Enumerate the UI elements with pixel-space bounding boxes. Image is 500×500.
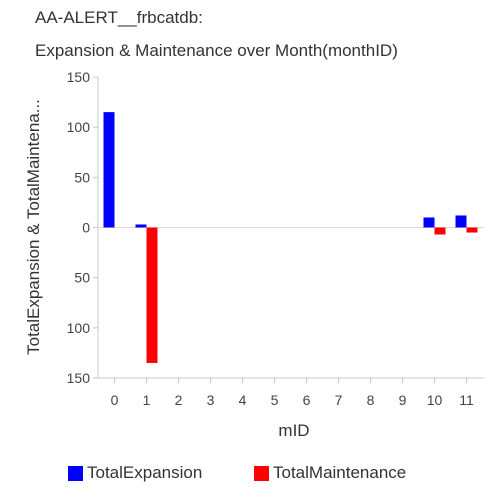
y-tick-label: 0 bbox=[82, 220, 90, 236]
bar-totalexpansion-0 bbox=[103, 112, 115, 228]
x-tick-label: 1 bbox=[143, 392, 151, 408]
x-tick-label: 2 bbox=[175, 392, 183, 408]
bar-totalmaintenance-1 bbox=[146, 227, 158, 363]
legend-label-expansion: TotalExpansion bbox=[87, 463, 203, 482]
x-tick-label: 7 bbox=[335, 392, 343, 408]
x-tick-label: 8 bbox=[367, 392, 375, 408]
x-tick-label: 0 bbox=[111, 392, 119, 408]
x-axis-title: mID bbox=[278, 421, 309, 440]
legend: TotalExpansion TotalMaintenance bbox=[0, 463, 500, 485]
y-tick-label: 150 bbox=[67, 69, 91, 85]
x-tick-label: 3 bbox=[207, 392, 215, 408]
legend-item-maintenance[interactable]: TotalMaintenance bbox=[254, 463, 406, 483]
legend-item-expansion[interactable]: TotalExpansion bbox=[68, 463, 202, 483]
chart-title-line-1: AA-ALERT__frbcatdb: bbox=[35, 8, 203, 27]
bar-totalexpansion-1 bbox=[135, 224, 147, 228]
x-tick-label: 6 bbox=[303, 392, 311, 408]
bar-totalexpansion-10 bbox=[423, 217, 435, 228]
legend-swatch-expansion bbox=[68, 465, 83, 481]
x-tick-label: 5 bbox=[271, 392, 279, 408]
bar-totalexpansion-11 bbox=[455, 215, 467, 228]
y-axis-title: TotalExpansion & TotalMaintena... bbox=[24, 99, 43, 355]
y-tick-label: 100 bbox=[67, 119, 91, 135]
y-tick-label: 50 bbox=[74, 169, 90, 185]
bar-totalmaintenance-10 bbox=[434, 227, 446, 235]
chart-title-line-2: Expansion & Maintenance over Month(month… bbox=[35, 41, 398, 60]
x-tick-label: 11 bbox=[459, 392, 474, 408]
y-tick-label: 150 bbox=[67, 370, 91, 386]
legend-swatch-maintenance bbox=[254, 465, 269, 481]
x-tick-label: 9 bbox=[399, 392, 407, 408]
y-tick-label: 100 bbox=[67, 320, 91, 336]
y-tick-label: 50 bbox=[74, 270, 90, 286]
x-tick-label: 10 bbox=[427, 392, 443, 408]
bar-totalmaintenance-11 bbox=[466, 227, 478, 233]
legend-label-maintenance: TotalMaintenance bbox=[273, 463, 407, 482]
x-tick-label: 4 bbox=[239, 392, 247, 408]
